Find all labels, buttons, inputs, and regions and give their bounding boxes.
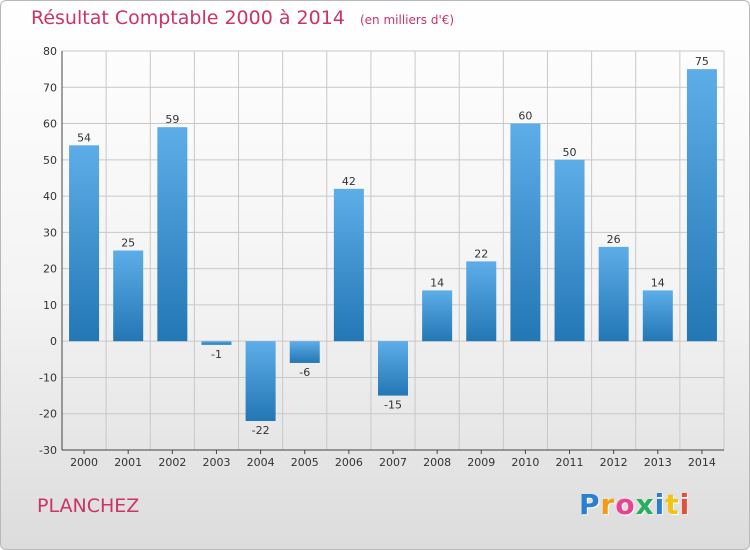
y-tick-label: -20 <box>39 408 57 421</box>
data-label: 14 <box>430 276 444 289</box>
bars <box>69 69 717 421</box>
x-tick-label: 2011 <box>556 456 584 469</box>
axes: -30 -20 -10 0 10 20 30 40 50 60 70 80 2000 2001 2002 20… <box>39 45 724 469</box>
grid-lines <box>61 50 725 451</box>
y-tick-label: 70 <box>43 81 57 94</box>
data-label: 54 <box>77 131 91 144</box>
data-label: 60 <box>518 110 532 123</box>
x-tick-label: 2009 <box>467 456 495 469</box>
data-label: 59 <box>165 113 179 126</box>
y-tick-label: 20 <box>43 263 57 276</box>
data-label: 14 <box>651 276 665 289</box>
bar <box>598 246 629 342</box>
bar <box>378 341 408 396</box>
y-tick-label: 40 <box>43 190 57 203</box>
logo-letter: o <box>615 488 636 521</box>
x-tick-label: 2014 <box>688 456 716 469</box>
bar <box>554 159 585 342</box>
commune-name: PLANCHEZ <box>37 495 140 517</box>
x-tick-label: 2013 <box>644 456 672 469</box>
y-tick-label: 80 <box>43 45 57 58</box>
bar <box>201 341 232 345</box>
y-tick-label: 10 <box>43 299 57 312</box>
logo-letter: i <box>654 488 666 521</box>
logo-letter: i <box>679 488 691 521</box>
data-label: 42 <box>342 175 356 188</box>
data-label: -1 <box>211 348 222 361</box>
x-tick-label: 2008 <box>423 456 451 469</box>
y-tick-label: 30 <box>43 226 57 239</box>
logo-letter: P <box>579 488 601 521</box>
bar <box>245 341 276 421</box>
data-label: 25 <box>121 237 135 250</box>
data-label: -22 <box>252 424 270 437</box>
bar <box>422 290 453 342</box>
y-tick-label: -30 <box>39 444 57 457</box>
chart-unit: (en milliers d'€) <box>359 13 455 27</box>
bar <box>466 261 497 342</box>
bar <box>686 69 717 342</box>
bar <box>289 341 320 363</box>
bar <box>333 188 364 342</box>
proxiti-logo: Proxiti <box>579 488 690 521</box>
bar <box>113 250 144 342</box>
chart-title: Résultat Comptable 2000 à 2014 (en milli… <box>31 7 454 29</box>
y-tick-label: 60 <box>43 118 57 131</box>
x-tick-label: 2004 <box>247 456 275 469</box>
x-tick-label: 2010 <box>511 456 539 469</box>
x-tick-label: 2006 <box>335 456 363 469</box>
x-tick-label: 2003 <box>202 456 230 469</box>
bar <box>69 145 100 342</box>
y-tick-label: 50 <box>43 154 57 167</box>
bar <box>157 127 188 342</box>
bar <box>642 290 673 342</box>
y-tick-label: -10 <box>39 371 57 384</box>
data-labels: 54 25 59 -1 -22 -6 42 -15 14 22 60 50 26 14 75 <box>77 55 709 437</box>
x-tick-label: 2005 <box>291 456 319 469</box>
data-label: 26 <box>607 233 621 246</box>
y-tick-label: 0 <box>50 335 57 348</box>
bar <box>510 123 541 342</box>
x-tick-label: 2012 <box>600 456 628 469</box>
x-tick-label: 2002 <box>158 456 186 469</box>
x-tick-label: 2000 <box>70 456 98 469</box>
data-label: -6 <box>299 366 310 379</box>
x-tick-label: 2007 <box>379 456 407 469</box>
logo-letter: t <box>665 488 680 521</box>
data-label: -15 <box>384 399 402 412</box>
logo-letter: r <box>600 488 616 521</box>
data-label: 22 <box>474 247 488 260</box>
x-tick-label: 2001 <box>114 456 142 469</box>
data-label: 50 <box>563 146 577 159</box>
chart-title-text: Résultat Comptable 2000 à 2014 <box>31 7 345 29</box>
data-label: 75 <box>695 55 709 68</box>
logo-letter: x <box>635 488 655 521</box>
